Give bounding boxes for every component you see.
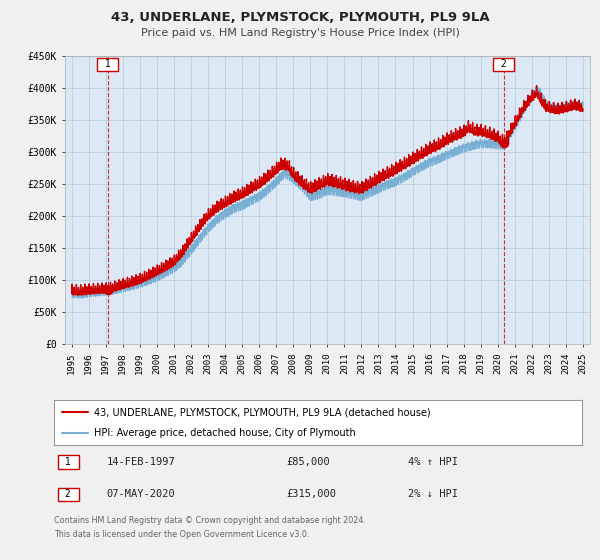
Text: 07-MAY-2020: 07-MAY-2020 xyxy=(107,489,176,500)
Text: 43, UNDERLANE, PLYMSTOCK, PLYMOUTH, PL9 9LA: 43, UNDERLANE, PLYMSTOCK, PLYMOUTH, PL9 … xyxy=(110,11,490,24)
Text: £85,000: £85,000 xyxy=(286,457,330,467)
Text: 1: 1 xyxy=(99,59,116,69)
Text: HPI: Average price, detached house, City of Plymouth: HPI: Average price, detached house, City… xyxy=(94,428,355,438)
Text: 2% ↓ HPI: 2% ↓ HPI xyxy=(408,489,458,500)
Text: 14-FEB-1997: 14-FEB-1997 xyxy=(107,457,176,467)
Text: Contains HM Land Registry data © Crown copyright and database right 2024.: Contains HM Land Registry data © Crown c… xyxy=(54,516,366,525)
Text: 1: 1 xyxy=(59,457,77,467)
Text: £315,000: £315,000 xyxy=(286,489,337,500)
Text: This data is licensed under the Open Government Licence v3.0.: This data is licensed under the Open Gov… xyxy=(54,530,310,539)
Text: 4% ↑ HPI: 4% ↑ HPI xyxy=(408,457,458,467)
Text: Price paid vs. HM Land Registry's House Price Index (HPI): Price paid vs. HM Land Registry's House … xyxy=(140,28,460,38)
Text: 2: 2 xyxy=(495,59,512,69)
Text: 2: 2 xyxy=(59,489,77,500)
Text: 43, UNDERLANE, PLYMSTOCK, PLYMOUTH, PL9 9LA (detached house): 43, UNDERLANE, PLYMSTOCK, PLYMOUTH, PL9 … xyxy=(94,408,430,418)
